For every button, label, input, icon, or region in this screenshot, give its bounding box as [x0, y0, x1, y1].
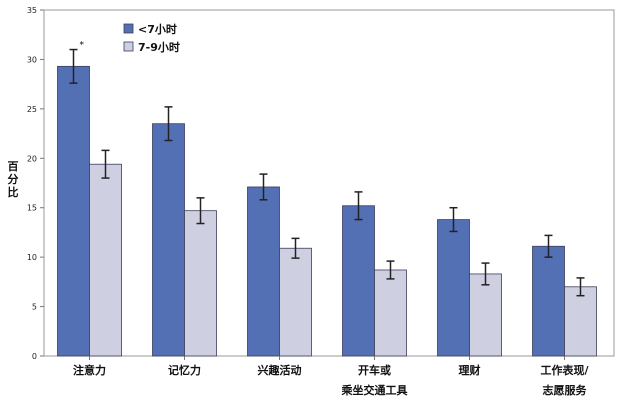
y-tick-label: 25 — [27, 105, 37, 114]
legend-label: <7小时 — [138, 22, 177, 36]
plot-frame — [43, 9, 615, 357]
bars — [57, 65, 597, 357]
category-label: 兴趣活动 — [258, 363, 302, 377]
legend-swatch — [123, 23, 134, 34]
bar — [247, 186, 280, 357]
y-axis: 0 5 10 15 20 25 30 35 — [27, 6, 44, 361]
error-bars — [69, 48, 585, 297]
category-label: 记忆力 — [168, 363, 201, 377]
y-axis-label: 百分比 — [8, 160, 19, 199]
x-axis-categories: 注意力 记忆力 兴趣活动 开车或乘坐交通工具 理财 工作表现/志愿服务 — [73, 356, 589, 397]
category-label: 理财 — [459, 363, 481, 377]
y-tick-label: 5 — [32, 303, 37, 312]
category-label: 注意力 — [73, 363, 106, 377]
legend-swatch — [123, 41, 134, 52]
bar — [184, 210, 217, 357]
y-tick-label: 20 — [27, 154, 37, 163]
annotations: * — [80, 41, 85, 51]
y-tick-label: 15 — [27, 204, 37, 213]
significance-mark: * — [80, 41, 85, 51]
legend: <7小时 7-9小时 — [123, 22, 180, 54]
bar — [57, 65, 90, 357]
bar — [564, 286, 597, 357]
bar — [532, 245, 565, 357]
y-tick-label: 30 — [27, 55, 37, 64]
bar — [374, 269, 407, 357]
bar — [342, 205, 375, 357]
bar — [89, 163, 122, 357]
category-label: 工作表现/志愿服务 — [540, 363, 589, 397]
y-tick-label: 10 — [27, 253, 37, 262]
bar — [437, 219, 470, 357]
legend-label: 7-9小时 — [138, 40, 180, 54]
y-tick-label: 0 — [32, 352, 37, 361]
bar — [279, 247, 312, 357]
bar — [152, 123, 185, 357]
y-tick-label: 35 — [27, 6, 37, 15]
category-label: 开车或乘坐交通工具 — [341, 363, 408, 397]
bar — [469, 273, 502, 357]
